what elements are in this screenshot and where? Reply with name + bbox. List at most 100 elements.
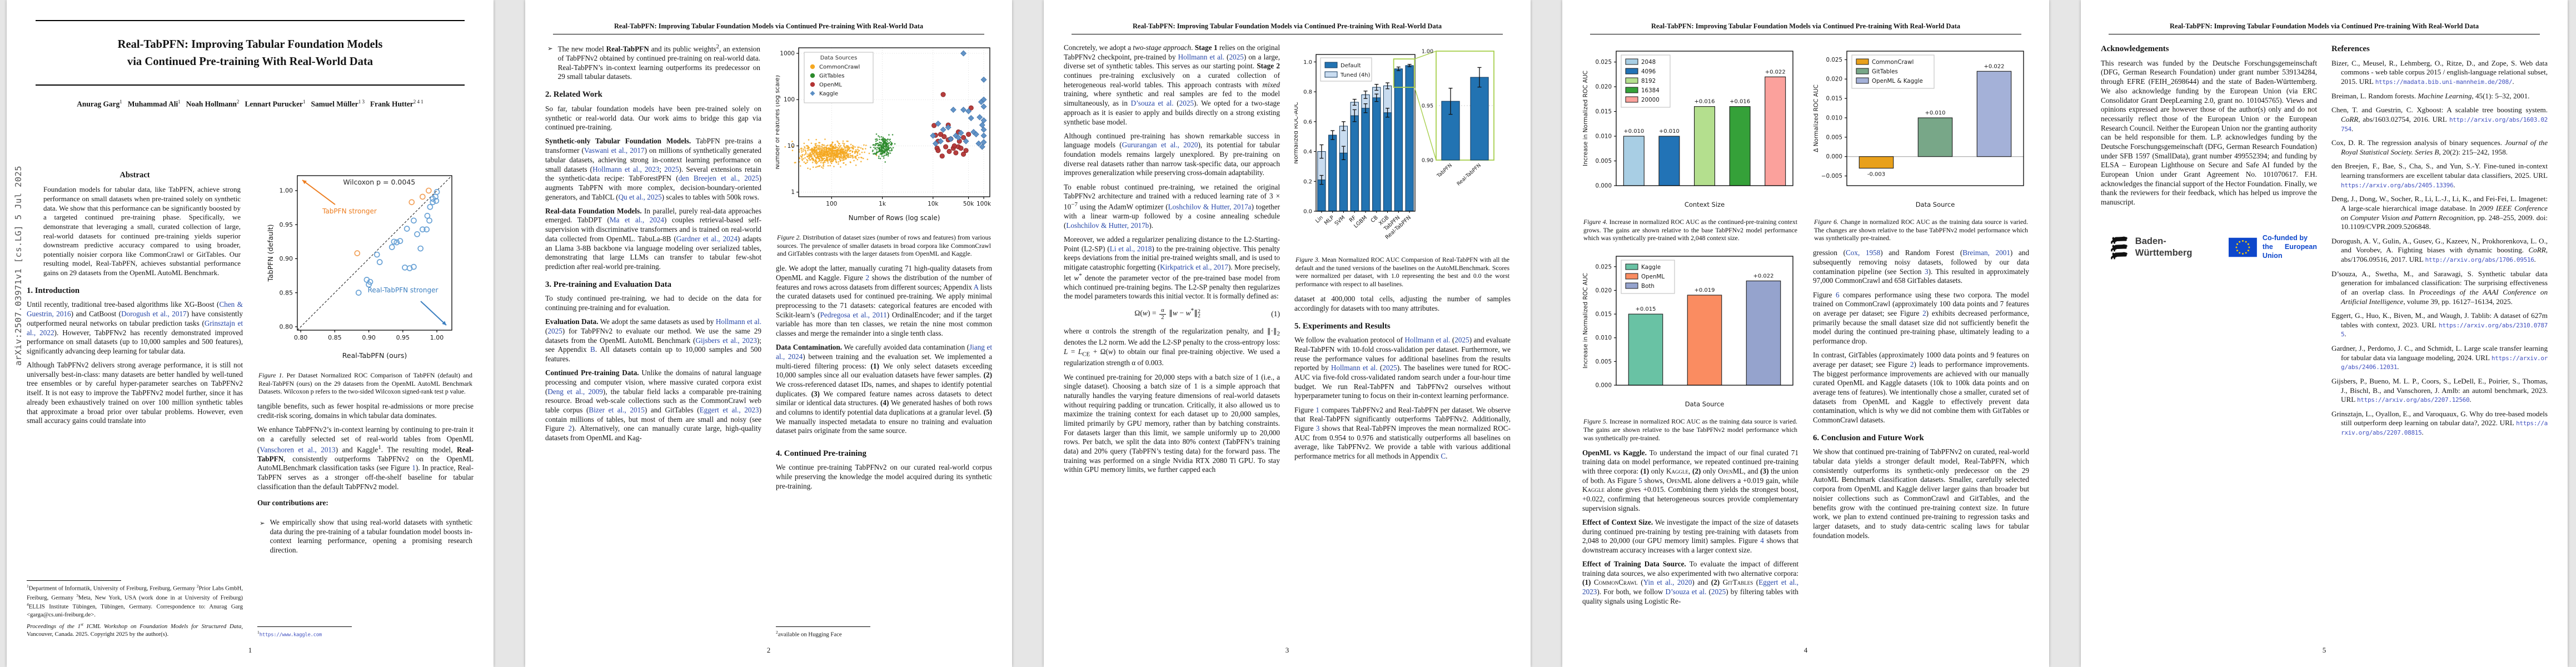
citation-link[interactable]: Vaswani et al., 2017 [584,146,645,155]
svg-text:Both: Both [1641,283,1655,290]
svg-text:0.6: 0.6 [1303,119,1312,125]
citation-link[interactable]: 2025 [1179,99,1194,108]
citation-link[interactable]: Yin et al., 2020 [1643,578,1692,587]
citation-link[interactable]: 2025 [547,326,562,335]
url-link[interactable]: https://madata.bib.uni-mannheim.de/208/ [2375,78,2513,86]
citation-link[interactable]: 1 [412,464,416,472]
citation-link[interactable]: 2025 [1454,336,1469,345]
citation-link[interactable]: Loshchilov & Hutter, 2017b [1066,221,1149,230]
citation-link[interactable]: Dorogush et al., 2017 [121,310,187,318]
citation-link[interactable]: Gardner et al., 2024 [676,234,738,243]
citation-link[interactable]: Ma et al., 2024 [609,216,664,225]
citation-link[interactable]: Hollmann et al., 2023 [592,165,660,173]
citation-link[interactable]: 2 [1910,360,1914,369]
citation-link[interactable]: Qu et al., 2025 [618,192,662,201]
url-link[interactable]: https://arxiv.org/abs/2207.12560 [2356,396,2470,404]
arxiv-stamp: arXiv:2507.03971v1 [cs.LG] 5 Jul 2025 [13,166,23,366]
citation-link[interactable]: B [590,345,595,354]
url-link[interactable]: https://www.kaggle.com [259,632,322,638]
figure-3-caption: Figure 3. Mean Normalized ROC AUC Compar… [1296,256,1509,288]
citation-link[interactable]: D’souza et al. [1130,99,1174,108]
citation-link[interactable]: Eggert et al., 2023 [1582,578,1798,596]
page-3-left-column: Concretely, we adopt a two-stage approac… [1064,41,1280,641]
svg-text:0.90: 0.90 [280,255,293,262]
citation-link[interactable]: C [1441,452,1446,460]
svg-text:0.85: 0.85 [280,289,293,296]
paragraph: Evaluation Data. We adopt the same datas… [545,317,761,363]
url-link[interactable]: https://arxiv.org/abs/2405.13396 [2341,181,2454,189]
citation-link[interactable]: Gijsbers et al., 2023 [695,336,757,345]
figure-6-bar-chart: −0.005 0.000 0.005 0.010 0.015 0.020 0.025 -0.0… [1813,43,2029,214]
citation-link[interactable]: Hollmann et al. [1404,336,1451,345]
url-link[interactable]: https://arxiv.org/abs/2207.08815 [2341,420,2548,436]
svg-text:0.020: 0.020 [1826,76,1842,83]
url-link[interactable]: https://arxiv.org/abs/2406.12031 [2341,354,2548,371]
citation-link[interactable]: Vanschoren et al., 2013 [260,445,336,454]
spacer [776,496,992,619]
eu-flag-icon [2229,237,2257,257]
svg-text:0.010: 0.010 [1596,133,1612,140]
citation-link[interactable]: 2025 [664,165,679,173]
svg-text:Number of Features (log scale): Number of Features (log scale) [776,75,781,170]
citation-link[interactable]: 2 [1922,308,1926,317]
url-link[interactable]: http://arxiv.org/abs/1706.09516 [2425,256,2534,263]
citation-link[interactable]: 2025 [1711,588,1726,596]
bullet-marker-icon: ➢ [547,44,553,52]
citation-link[interactable]: Gururangan et al., 2020 [1122,141,1198,150]
citation-link[interactable]: 5 [1638,476,1642,485]
citation-link[interactable]: 3 [1316,424,1320,432]
svg-text:0.015: 0.015 [1596,311,1612,318]
title-block: Real-TabPFN: Improving Tabular Foundatio… [36,20,465,86]
svg-text:0.0: 0.0 [1303,209,1312,215]
citation-link[interactable]: 6 [1835,290,1840,299]
citation-link[interactable]: 2 [568,424,572,433]
svg-text:100: 100 [826,201,837,207]
citation-link[interactable]: Deng et al., 2009 [547,387,603,396]
citation-link[interactable]: den Breejen et al., 2025 [678,174,759,183]
citation-link[interactable]: Hollmann et al. [1178,52,1224,61]
citation-link[interactable]: Pedregosa et al., 2011 [820,310,887,319]
citation-link[interactable]: Jiang et al., 2024 [776,343,992,361]
svg-text:1.0: 1.0 [1303,59,1312,66]
citation-link[interactable]: 2025 [1229,52,1244,61]
citation-link[interactable]: 4 [1760,536,1764,545]
url-link[interactable]: https://arxiv.org/abs/2310.07875 [2341,321,2548,339]
citation-link[interactable]: Hollmann et al. [1331,364,1378,372]
figure-2-caption: Figure 2. Distribution of dataset sizes … [777,233,991,258]
url-link[interactable]: http://arxiv.org/abs/1603.02754 [2341,116,2548,133]
citation-link[interactable]: 2 [865,273,869,282]
citation-link[interactable]: Chen & Guestrin, 2016 [27,300,243,318]
reference-entry: Cox, D. R. The regression analysis of bi… [2331,138,2548,156]
citation-link[interactable]: 3 [1925,267,1929,276]
citation-link[interactable]: A [973,282,979,291]
citation-link[interactable]: Bizer et al., 2015 [589,405,645,414]
reference-entry: Chen, T. and Guestrin, C. Xgboost: A sca… [2331,106,2548,133]
citation-link[interactable]: D’souza et al. [1665,588,1707,596]
paragraph: Figure 1 compares TabPFNv2 and Real-TabP… [1294,405,1511,460]
citation-link[interactable]: Hollmann et al. [715,317,761,326]
citation-link[interactable]: Li et al., 2018 [1109,244,1152,253]
citation-link[interactable]: Kirkpatrick et al., 2017 [1160,263,1228,272]
paragraph: gle. We adopt the latter, manually curat… [776,264,992,338]
page-4-right-column: −0.005 0.000 0.005 0.010 0.015 0.020 0.025 -0.0… [1813,41,2029,641]
running-header: Real-TabPFN: Improving Tabular Foundatio… [2109,22,2540,34]
bullet-text: We empirically show that using real-worl… [270,518,472,555]
svg-text:0.90: 0.90 [1422,158,1433,164]
citation-link[interactable]: Loshchilov & Hutter, 2017a [1168,202,1252,211]
svg-text:8192: 8192 [1641,78,1656,84]
svg-text:20000: 20000 [1641,97,1660,103]
citation-link[interactable]: Eggert et al., 2023 [699,405,759,414]
page-1: arXiv:2507.03971v1 [cs.LG] 5 Jul 2025 Re… [7,0,494,667]
citation-link[interactable]: Breiman, 2001 [1962,248,2010,257]
section-heading-acknowledgements: Acknowledgements [2101,44,2169,53]
reference-entry: den Breejen, F., Bae, S., Cha, S., and Y… [2331,162,2548,189]
citation-link[interactable]: Cox, 1958 [1845,248,1881,257]
svg-text:Tuned (4h): Tuned (4h) [1340,72,1371,78]
bullet-marker-icon: ➢ [260,519,265,527]
section-heading-references: References [2331,44,2370,53]
citation-link[interactable]: Grinsztajn et al., 2022 [27,318,243,337]
reference-entry: Dorogush, A. V., Gulin, A., Gusev, G., K… [2331,236,2548,263]
citation-link[interactable]: 2025 [1382,364,1397,372]
citation-link[interactable]: 1 [1316,405,1319,414]
svg-text:Normalized ROC-AUC: Normalized ROC-AUC [1294,102,1299,164]
